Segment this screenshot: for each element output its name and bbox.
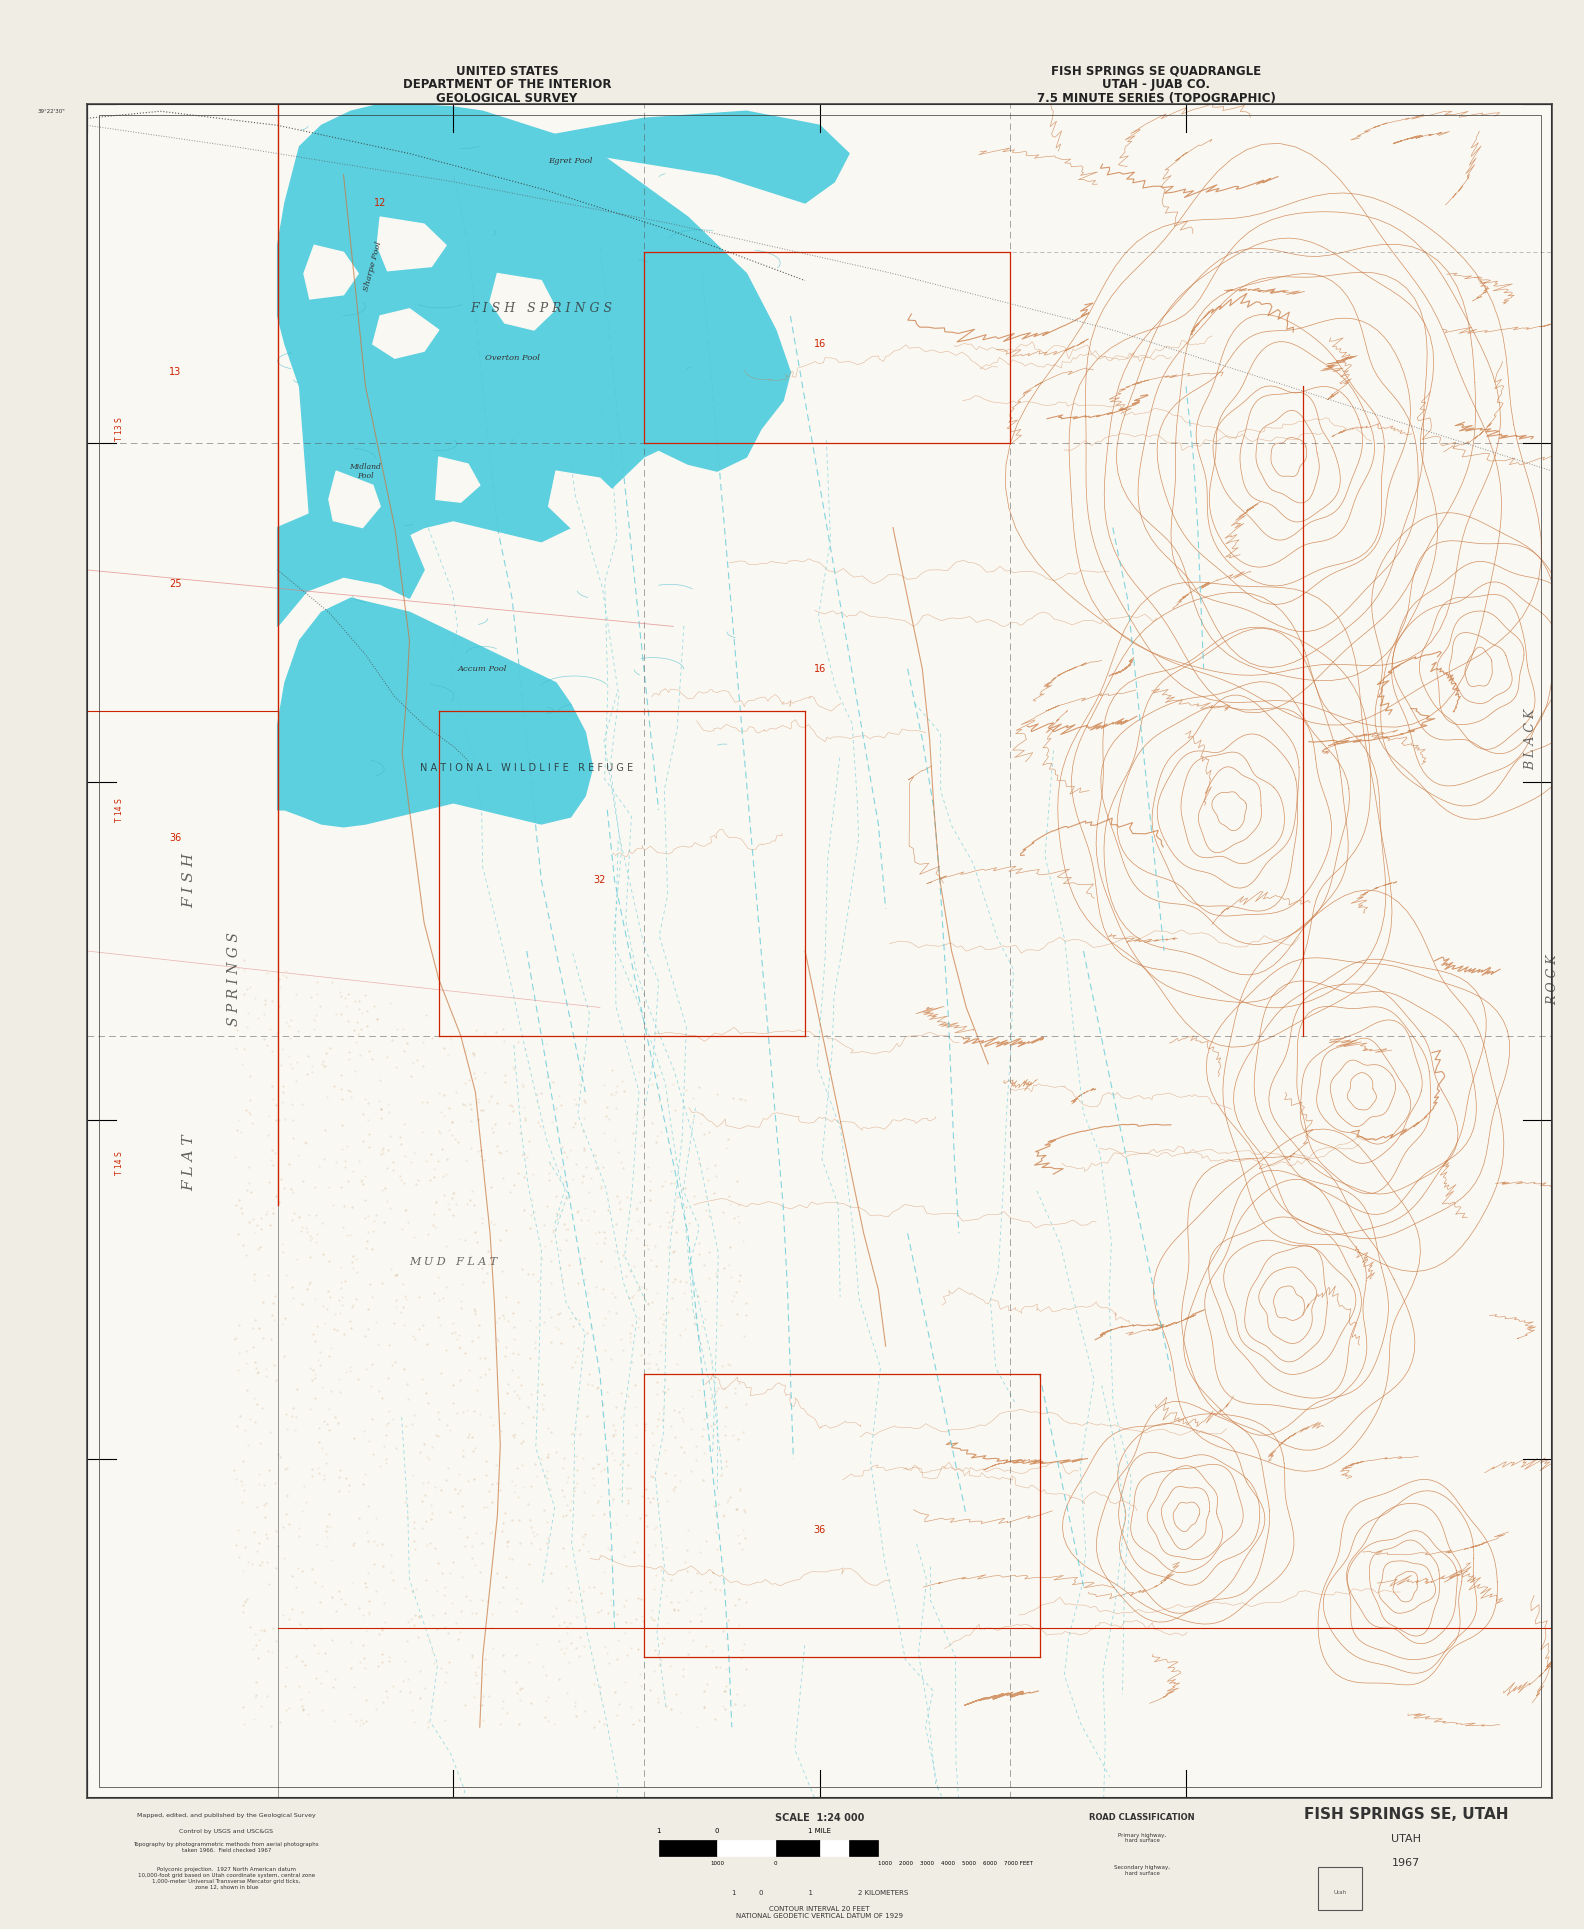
Text: 36: 36 [814, 1524, 825, 1535]
Bar [718, 1840, 776, 1856]
Text: 13: 13 [169, 367, 181, 378]
Polygon shape [377, 218, 447, 270]
Polygon shape [277, 104, 790, 577]
Text: Primary highway,
hard surface: Primary highway, hard surface [1118, 1833, 1166, 1844]
Text: Overton Pool: Overton Pool [485, 355, 540, 363]
Text: 1          0                    1                    2 KILOMETERS: 1 0 1 2 KILOMETERS [732, 1890, 908, 1896]
Bar [821, 1840, 849, 1856]
Text: 1 MILE: 1 MILE [808, 1829, 832, 1834]
Text: Control by USGS and USC&GS: Control by USGS and USC&GS [179, 1829, 274, 1834]
Text: F L A T: F L A T [182, 1134, 196, 1190]
Text: DEPARTMENT OF THE INTERIOR: DEPARTMENT OF THE INTERIOR [402, 79, 611, 91]
Text: B L A C K: B L A C K [1524, 708, 1536, 770]
Text: 0: 0 [714, 1829, 719, 1834]
Text: 1967: 1967 [1392, 1858, 1419, 1867]
Text: 12: 12 [374, 199, 386, 208]
Text: N A T I O N A L   W I L D L I F E   R E F U G E: N A T I O N A L W I L D L I F E R E F U … [420, 762, 634, 772]
Text: CONTOUR INTERVAL 20 FEET
NATIONAL GEODETIC VERTICAL DATUM OF 1929: CONTOUR INTERVAL 20 FEET NATIONAL GEODET… [737, 1906, 903, 1919]
Text: FISH SPRINGS SE, UTAH: FISH SPRINGS SE, UTAH [1304, 1807, 1508, 1823]
Bar [776, 1840, 821, 1856]
Text: M U D   F L A T: M U D F L A T [409, 1256, 497, 1267]
Bar [659, 1840, 718, 1856]
Polygon shape [277, 500, 425, 627]
Text: 32: 32 [594, 876, 607, 885]
Text: 16: 16 [814, 664, 825, 673]
Polygon shape [372, 309, 439, 359]
Text: FISH SPRINGS SE QUADRANGLE: FISH SPRINGS SE QUADRANGLE [1052, 66, 1261, 77]
Polygon shape [436, 457, 480, 502]
Text: 1000    2000    3000    4000    5000    6000    7000 FEET: 1000 2000 3000 4000 5000 6000 7000 FEET [879, 1861, 1033, 1867]
Text: SCALE  1:24 000: SCALE 1:24 000 [775, 1813, 865, 1823]
Text: 1000: 1000 [710, 1861, 724, 1867]
Text: 0: 0 [775, 1861, 778, 1867]
Text: UTAH - JUAB CO.: UTAH - JUAB CO. [1102, 79, 1210, 91]
Text: T 13 S: T 13 S [116, 417, 124, 440]
Text: Secondary highway,
hard surface: Secondary highway, hard surface [1114, 1865, 1171, 1877]
Text: Topography by photogrammetric methods from aerial photographs
taken 1966.  Field: Topography by photogrammetric methods fr… [133, 1842, 318, 1854]
Text: Utah: Utah [1334, 1890, 1346, 1894]
Text: F I S H: F I S H [182, 853, 196, 909]
Text: GEOLOGICAL SURVEY: GEOLOGICAL SURVEY [436, 93, 578, 104]
Polygon shape [304, 245, 358, 299]
Text: T 14 S: T 14 S [116, 1152, 124, 1175]
Text: Sharpe Pool: Sharpe Pool [363, 241, 383, 291]
Polygon shape [453, 112, 849, 203]
Polygon shape [329, 471, 380, 527]
Text: Midland
Pool: Midland Pool [350, 463, 382, 480]
Text: F I S H   S P R I N G S: F I S H S P R I N G S [470, 303, 613, 314]
Polygon shape [548, 471, 623, 527]
Text: 39°22'30": 39°22'30" [38, 108, 65, 114]
Text: UTAH: UTAH [1391, 1834, 1421, 1844]
Text: Egret Pool: Egret Pool [548, 156, 592, 164]
Text: UNITED STATES: UNITED STATES [456, 66, 558, 77]
Text: 1: 1 [656, 1829, 661, 1834]
Text: R O C K: R O C K [1546, 955, 1559, 1005]
Bar [1318, 1867, 1362, 1910]
Text: Polyconic projection.  1927 North American datum
10,000-foot grid based on Utah : Polyconic projection. 1927 North America… [138, 1867, 315, 1890]
Polygon shape [489, 274, 556, 330]
Text: 25: 25 [169, 579, 181, 588]
Text: 7.5 MINUTE SERIES (TOPOGRAPHIC): 7.5 MINUTE SERIES (TOPOGRAPHIC) [1038, 93, 1275, 104]
Text: S P R I N G S: S P R I N G S [227, 932, 241, 1026]
Text: Mapped, edited, and published by the Geological Survey: Mapped, edited, and published by the Geo… [136, 1813, 315, 1819]
Polygon shape [277, 598, 592, 828]
Text: 36: 36 [169, 833, 181, 843]
Text: 16: 16 [814, 340, 825, 349]
Text: Accum Pool: Accum Pool [458, 666, 507, 673]
Bar [849, 1840, 879, 1856]
Text: ROAD CLASSIFICATION: ROAD CLASSIFICATION [1090, 1813, 1194, 1823]
Text: T 14 S: T 14 S [116, 799, 124, 822]
